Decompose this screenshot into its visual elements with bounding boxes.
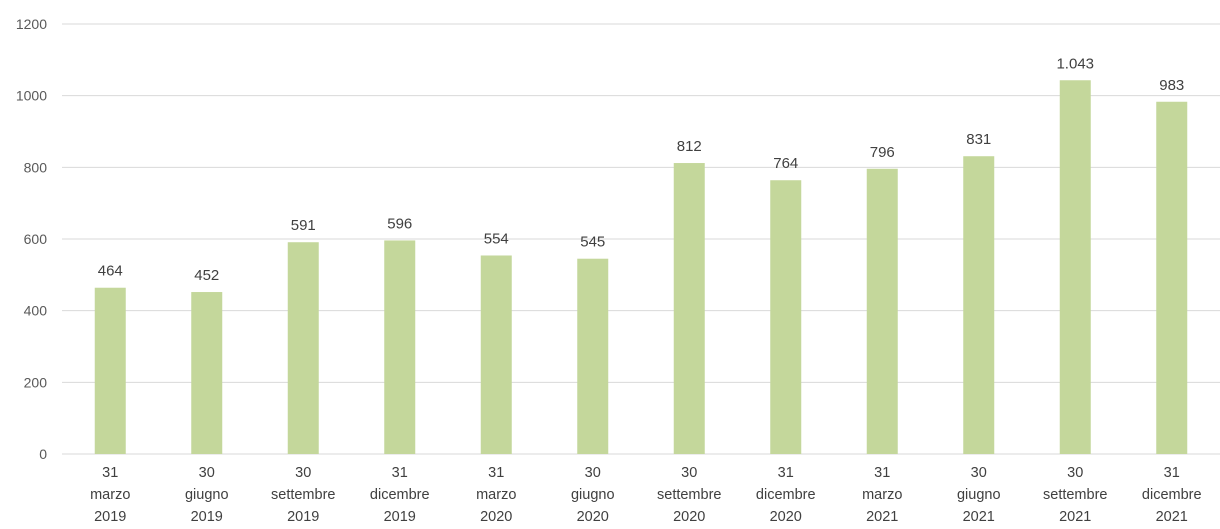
- x-axis-category-labels: 31 marzo 2019 30 giugno 2019 30 settembre 2019 31…: [90, 465, 1201, 525]
- x-tick-label: 2020: [577, 509, 609, 525]
- x-tick-label: 2021: [866, 509, 898, 525]
- x-tick-label: settembre: [657, 487, 721, 503]
- x-tick-label: 2019: [287, 509, 319, 525]
- x-tick-label: 30: [1067, 465, 1083, 481]
- y-tick-label: 1000: [16, 88, 47, 104]
- data-label: 831: [966, 131, 991, 148]
- data-label: 796: [870, 144, 895, 161]
- x-tick-label: 30: [971, 465, 987, 481]
- y-tick-label: 800: [24, 159, 48, 175]
- x-tick-label: 2021: [1059, 509, 1091, 525]
- x-tick-label: giugno: [957, 487, 1001, 503]
- bar: [480, 255, 512, 454]
- x-tick-label: giugno: [185, 487, 229, 503]
- x-tick-label: 31: [488, 465, 504, 481]
- data-label: 452: [194, 267, 219, 284]
- y-tick-label: 0: [39, 446, 47, 462]
- data-label: 591: [291, 217, 316, 234]
- data-label: 554: [484, 230, 509, 247]
- x-tick-label: dicembre: [756, 487, 816, 503]
- bar: [1156, 101, 1188, 454]
- y-tick-label: 1200: [16, 16, 47, 32]
- bar: [963, 156, 995, 454]
- x-tick-label: 2019: [94, 509, 126, 525]
- x-tick-label: 2019: [384, 509, 416, 525]
- x-tick-label: 2020: [480, 509, 512, 525]
- x-tick-label: 2021: [963, 509, 995, 525]
- x-tick-label: 2020: [770, 509, 802, 525]
- x-tick-label: 31: [778, 465, 794, 481]
- y-tick-label: 400: [24, 303, 48, 319]
- bars: [94, 80, 1188, 455]
- y-axis-tick-labels: 0 200 400 600 800 1000 1200: [16, 16, 47, 462]
- bar: [191, 292, 223, 454]
- data-label: 983: [1159, 77, 1184, 94]
- x-tick-label: dicembre: [370, 487, 430, 503]
- data-labels: 464 452 591 596 554 545 812 764 796 831 1.043 983: [98, 55, 1185, 284]
- x-tick-label: 30: [199, 465, 215, 481]
- bar: [287, 242, 319, 454]
- x-tick-label: 31: [392, 465, 408, 481]
- bar: [1059, 80, 1091, 454]
- x-tick-label: marzo: [862, 487, 902, 503]
- y-tick-label: 600: [24, 231, 48, 247]
- x-tick-label: 2019: [191, 509, 223, 525]
- x-tick-label: 2020: [673, 509, 705, 525]
- x-tick-label: 31: [1164, 465, 1180, 481]
- data-label: 545: [580, 234, 605, 251]
- x-tick-label: dicembre: [1142, 487, 1202, 503]
- data-label: 464: [98, 263, 123, 280]
- x-tick-label: 2021: [1156, 509, 1188, 525]
- x-tick-label: 31: [874, 465, 890, 481]
- bar: [384, 240, 416, 454]
- x-tick-label: settembre: [271, 487, 335, 503]
- data-label: 596: [387, 215, 412, 232]
- x-tick-label: settembre: [1043, 487, 1107, 503]
- gridlines: [62, 23, 1220, 455]
- bar: [866, 168, 898, 454]
- bar: [577, 258, 609, 454]
- x-tick-label: 30: [585, 465, 601, 481]
- data-label: 812: [677, 138, 702, 155]
- x-tick-label: 30: [681, 465, 697, 481]
- bar: [770, 180, 802, 454]
- x-tick-label: 30: [295, 465, 311, 481]
- x-tick-label: marzo: [476, 487, 516, 503]
- data-label: 764: [773, 155, 798, 172]
- y-tick-label: 200: [24, 374, 48, 390]
- x-tick-label: giugno: [571, 487, 615, 503]
- x-tick-label: marzo: [90, 487, 130, 503]
- bar: [673, 163, 705, 455]
- bar: [94, 287, 126, 454]
- x-tick-label: 31: [102, 465, 118, 481]
- data-label: 1.043: [1056, 55, 1094, 72]
